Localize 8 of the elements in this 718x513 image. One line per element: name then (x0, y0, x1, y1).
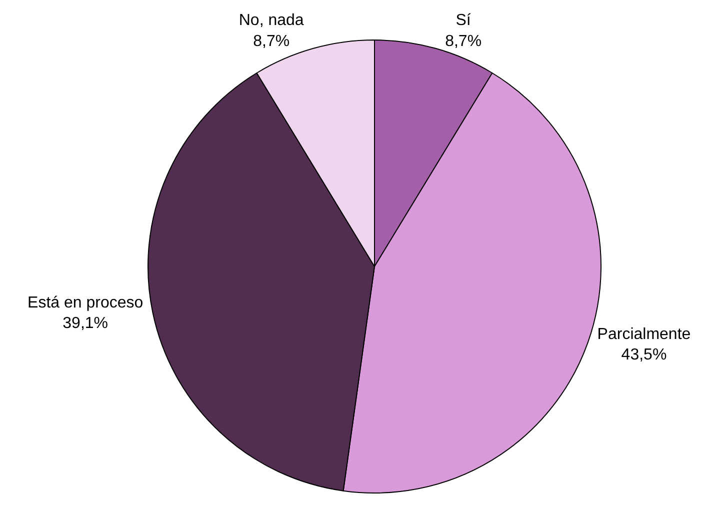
slice-label: No, nada (238, 12, 304, 29)
data-label: 8,7% (253, 32, 290, 50)
slice-label: Parcialmente (597, 326, 691, 343)
data-label: 39,1% (62, 315, 108, 332)
slice-label: Sí (456, 12, 472, 29)
slice-label: Está en proceso (28, 294, 144, 312)
data-label: 8,7% (445, 32, 482, 50)
data-label: 43,5% (621, 346, 667, 364)
